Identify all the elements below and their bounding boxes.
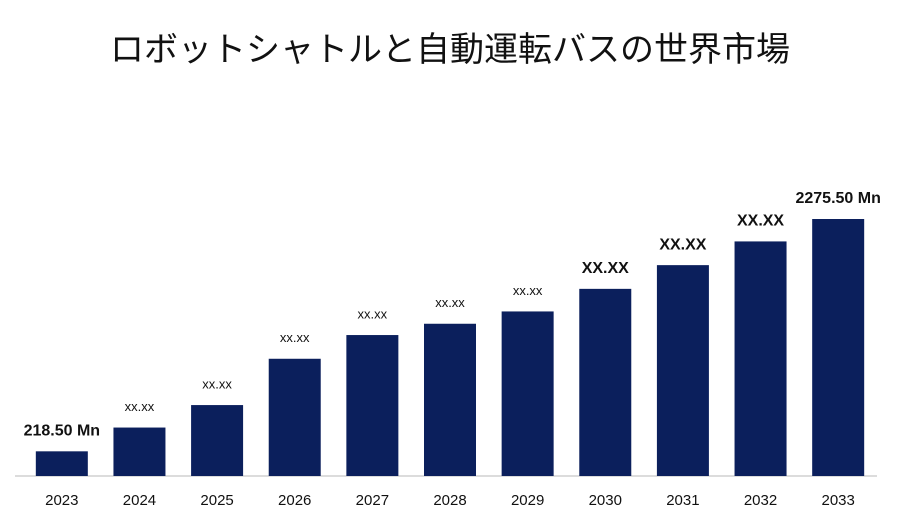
chart-title: ロボットシャトルと自動運転バスの世界市場 xyxy=(110,30,790,70)
x-tick-label: 2030 xyxy=(589,492,622,509)
x-tick-label: 2023 xyxy=(45,492,78,509)
bar xyxy=(424,323,476,476)
value-label: xx.xx xyxy=(513,283,543,298)
bar xyxy=(579,288,632,476)
x-tick-label: 2029 xyxy=(511,492,544,509)
bar xyxy=(35,451,88,476)
bar xyxy=(191,405,244,476)
value-label: XX.XX xyxy=(737,213,784,230)
x-tick-label: 2024 xyxy=(123,492,156,509)
x-tick-label: 2025 xyxy=(200,492,233,509)
value-label: xx.xx xyxy=(435,295,465,310)
x-tick-label: 2026 xyxy=(278,492,311,509)
x-tick-label: 2032 xyxy=(744,492,777,509)
value-label: 218.50 Mn xyxy=(24,423,100,440)
x-tick-label: 2028 xyxy=(433,492,466,509)
value-label: xx.xx xyxy=(125,399,155,414)
x-tick-label: 2031 xyxy=(666,492,699,509)
value-label: xx.xx xyxy=(280,330,310,345)
x-tick-label: 2027 xyxy=(356,492,389,509)
bar xyxy=(113,427,166,476)
value-label: 2275.50 Mn xyxy=(795,190,880,207)
bar xyxy=(346,335,399,476)
value-label: xx.xx xyxy=(358,306,388,321)
value-label: XX.XX xyxy=(659,236,706,253)
bar xyxy=(268,358,321,476)
bar xyxy=(734,241,787,476)
bar xyxy=(656,265,709,476)
x-tick-label: 2033 xyxy=(821,492,854,509)
value-label: XX.XX xyxy=(582,260,629,277)
value-label: xx.xx xyxy=(202,377,232,392)
bar xyxy=(812,219,865,476)
bar xyxy=(501,311,554,476)
